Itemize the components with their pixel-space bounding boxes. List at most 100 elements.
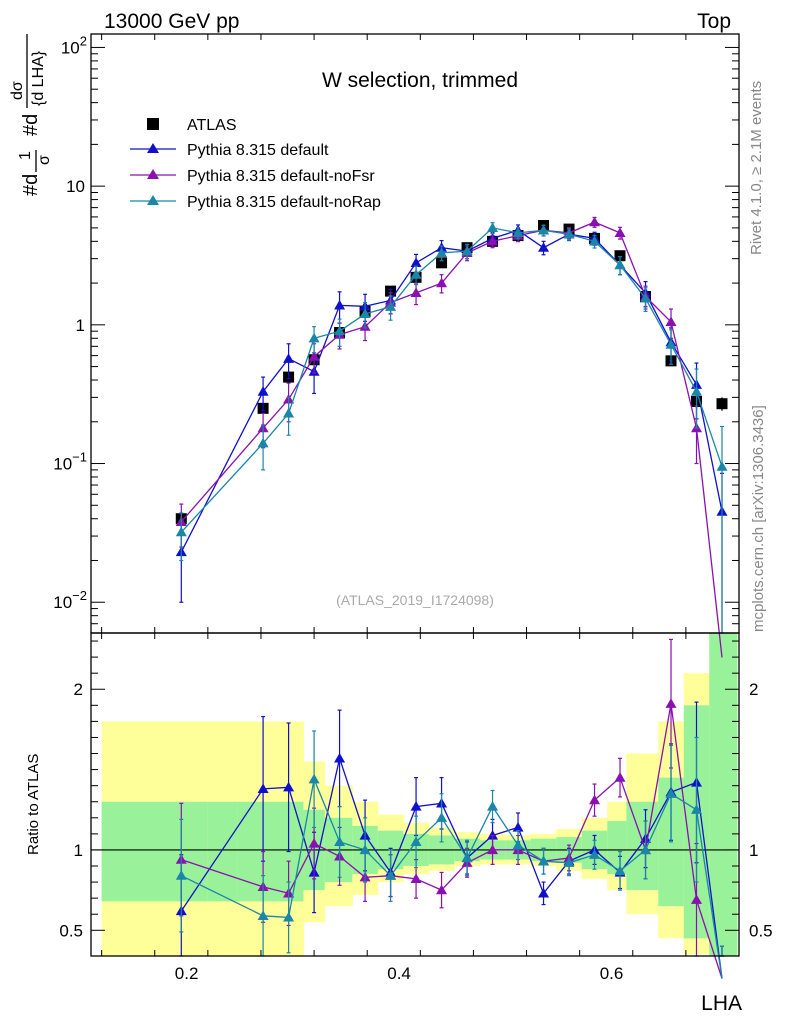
band-inner-bin xyxy=(101,801,209,902)
ratio-point xyxy=(385,870,397,880)
ratio-point xyxy=(487,801,499,811)
header-process: Top xyxy=(697,10,731,33)
ratio-line-pythia-8-315-default xyxy=(180,755,723,979)
legend-marker-norap xyxy=(147,195,159,205)
ratio-point xyxy=(512,821,524,832)
main-point xyxy=(359,308,371,318)
y-tick-label: 1 xyxy=(76,316,85,335)
legend-marker-atlas xyxy=(147,118,159,130)
ratio-frame xyxy=(90,632,740,957)
ratio-point xyxy=(334,836,346,847)
ratio-y-axis-label: Ratio to ATLAS xyxy=(25,754,42,855)
y-tick-label: 102 xyxy=(61,33,87,57)
y-tick-label: 10−2 xyxy=(53,588,87,612)
ratio-y-tick-label-left: 1 xyxy=(74,841,83,860)
ratio-point xyxy=(665,788,677,798)
ylabel-d2: #d xyxy=(20,114,42,136)
main-point xyxy=(308,351,320,361)
main-point xyxy=(538,242,550,252)
main-point xyxy=(410,287,422,297)
main-point xyxy=(487,222,499,233)
ratio-series-pythia-8-315-default-norap xyxy=(175,730,725,979)
header-energy: 13000 GeV pp xyxy=(104,10,239,33)
legend-label-default: Pythia 8.315 default xyxy=(187,142,329,159)
ratio-point xyxy=(512,839,524,850)
ratio-point xyxy=(410,836,422,847)
ratio-point xyxy=(665,698,677,708)
ratio-point xyxy=(614,865,626,875)
ratio-y-tick-label-left: 0.5 xyxy=(59,921,83,940)
ylabel-sigma: σ xyxy=(36,155,53,165)
rivet-version-label: Rivet 4.1.0, ≥ 2.1M events xyxy=(748,81,765,255)
main-point xyxy=(665,339,677,349)
ratio-y-tick-label-right: 2 xyxy=(749,680,758,699)
main-point xyxy=(175,526,187,537)
main-point xyxy=(334,325,346,336)
main-point xyxy=(385,301,397,311)
ratio-point xyxy=(436,884,448,895)
band-inner-bin xyxy=(709,633,738,956)
main-series-group xyxy=(175,216,728,658)
ratio-point xyxy=(175,870,187,880)
ratio-point xyxy=(589,794,601,805)
main-point xyxy=(283,407,295,418)
main-point xyxy=(257,386,269,396)
legend-marker-nofsr xyxy=(147,169,159,179)
ratio-point xyxy=(487,844,499,855)
main-point xyxy=(589,235,601,246)
data-point xyxy=(614,250,626,262)
ratio-point xyxy=(436,812,448,822)
main-point xyxy=(589,216,601,227)
legend-marker-default xyxy=(147,143,159,153)
chart-title: W selection, trimmed xyxy=(322,69,518,92)
ratio-point xyxy=(308,773,320,784)
x-tick-label: 0.2 xyxy=(175,964,199,983)
ratio-point xyxy=(359,844,371,855)
main-point xyxy=(334,299,346,310)
ratio-point xyxy=(563,857,575,867)
mcplots-label: mcplots.cern.ch [arXiv:1306.3436] xyxy=(750,405,767,632)
ylabel-dlha: {d LHA} xyxy=(30,50,47,106)
x-tick-label: 0.4 xyxy=(387,964,411,983)
ratio-point xyxy=(614,772,626,782)
ratio-y-tick-label-left: 2 xyxy=(74,680,83,699)
main-point xyxy=(257,437,269,448)
ylabel-d1: #d xyxy=(20,174,42,196)
ratio-uncertainty-bands xyxy=(101,633,738,956)
ratio-point xyxy=(640,844,652,855)
ratio-point xyxy=(334,752,346,763)
ylabel-one: 1 xyxy=(17,151,34,160)
main-point xyxy=(538,224,550,235)
main-point xyxy=(614,227,626,238)
main-point xyxy=(691,386,703,396)
main-point xyxy=(512,227,524,238)
ratio-point xyxy=(308,838,320,848)
band-inner-bin xyxy=(207,801,239,902)
ratio-y-tick-label-right: 0.5 xyxy=(749,921,773,940)
ratio-point xyxy=(461,852,473,863)
x-axis-label: LHA xyxy=(701,992,742,1015)
watermark-analysis-id: (ATLAS_2019_I1724098) xyxy=(336,592,494,608)
main-point xyxy=(640,292,652,303)
main-line-pythia-8-315-default-nofsr xyxy=(180,221,723,658)
legend-label-nofsr: Pythia 8.315 default-noFsr xyxy=(187,168,375,185)
axes-group: 0.2 0.4 0.6 10−2 10−1 1 10 102 0.5 0.5 1 1 2 2 xyxy=(53,33,773,983)
main-point xyxy=(283,353,295,363)
ratio-point xyxy=(691,804,703,814)
main-point xyxy=(665,316,677,327)
ratio-point xyxy=(589,849,601,859)
ylabel-dsigma: dσ xyxy=(9,81,26,100)
band-inner-bin xyxy=(607,821,627,875)
ratio-point xyxy=(410,873,422,883)
main-point xyxy=(716,461,728,471)
main-point xyxy=(410,269,422,279)
ratio-point xyxy=(257,783,269,794)
main-point xyxy=(461,245,473,256)
main-series-pythia-8-315-default-norap xyxy=(175,222,728,633)
ratio-point xyxy=(283,781,295,792)
legend-label-atlas: ATLAS xyxy=(187,117,237,134)
main-y-axis-label: #d 1 σ #d dσ {d LHA} xyxy=(9,34,53,196)
x-tick-label: 0.6 xyxy=(600,964,624,983)
legend-label-norap: Pythia 8.315 default-noRap xyxy=(187,194,381,211)
